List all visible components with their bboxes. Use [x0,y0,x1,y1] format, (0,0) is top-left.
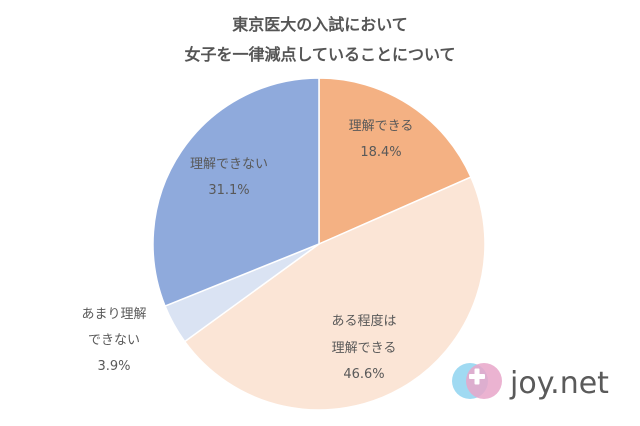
slice-value-understand: 18.4% [360,145,401,160]
slice-value-hardly-understand: 3.9% [97,359,130,374]
slice-label-somewhat-understand-line-2: 理解できる [332,341,397,356]
pie-slice-somewhat-understand [183,176,486,411]
slice-label-hardly-understand-line-2: できない [88,333,140,348]
pie-slice-understand [318,77,472,246]
slice-value-not-understand: 31.1% [208,183,249,198]
slice-label-hardly-understand-line-1: あまり理解 [81,307,146,322]
slice-label-not-understand: 理解できない [190,157,268,172]
chart-title-line-2: 女子を一律減点していることについて [184,45,455,64]
slice-value-somewhat-understand: 46.6% [343,367,384,382]
slice-label-somewhat-understand-line-1: ある程度は [331,313,396,329]
pie-slices [152,77,486,411]
plus-icon [469,368,485,385]
joynet-logo: joy.net [452,363,609,401]
chart-title-line-1: 東京医大の入試において [232,15,408,34]
slice-label-understand: 理解できる [349,119,414,134]
pie-slice-not-understand [152,77,320,308]
logo-circle-right [466,363,502,399]
brand-name: joy.net [509,366,609,401]
